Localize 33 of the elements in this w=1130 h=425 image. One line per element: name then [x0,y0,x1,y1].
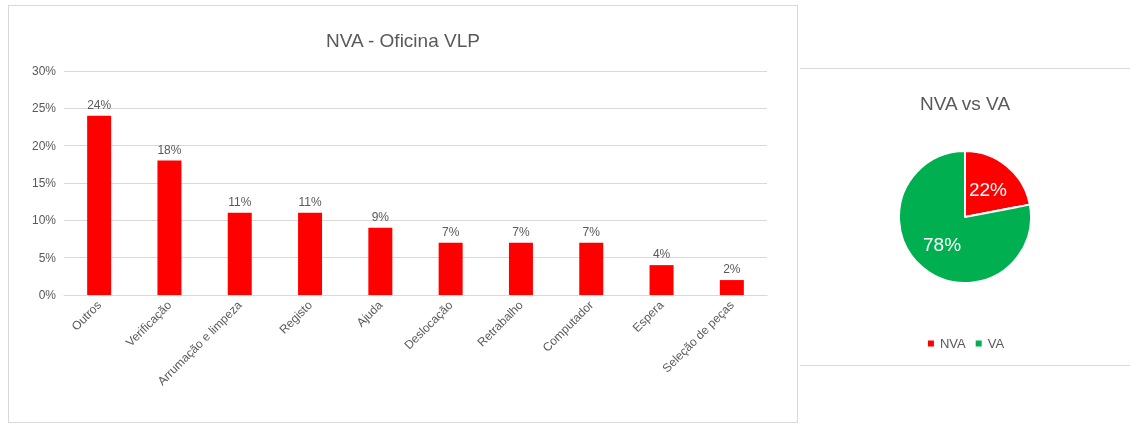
data-label: 9% [371,209,390,224]
data-label: 78% [923,234,962,256]
y-tick-label: 0% [38,288,57,302]
legend-label: VA [987,336,1005,351]
data-label: 24% [87,97,112,112]
bar [579,242,604,295]
legend-label: NVA [939,336,967,351]
bar [438,242,463,295]
data-label: 22% [968,178,1008,200]
bar [719,280,744,295]
y-tick-label: 5% [38,250,57,265]
bar [87,115,112,295]
bar [157,160,182,295]
data-label: 4% [652,247,671,262]
y-tick-label: 10% [31,213,57,228]
data-label: 18% [157,142,182,157]
data-label: 7% [441,224,460,239]
bar [508,242,533,295]
data-label: 7% [582,224,601,239]
data-label: 11% [228,194,252,209]
bar [649,265,674,295]
bar [368,227,393,295]
chart-title: NVA vs VA [919,93,1011,114]
y-tick-label: 15% [31,176,57,190]
chart-title: NVA - Oficina VLP [326,30,480,51]
data-label: 2% [723,262,741,277]
y-tick-label: 30% [31,64,57,78]
y-tick-label: 25% [31,101,57,116]
bar [227,212,252,295]
y-tick-label: 20% [31,138,57,153]
bar [298,212,323,295]
data-label: 7% [512,224,530,239]
data-label: 11% [298,194,322,209]
